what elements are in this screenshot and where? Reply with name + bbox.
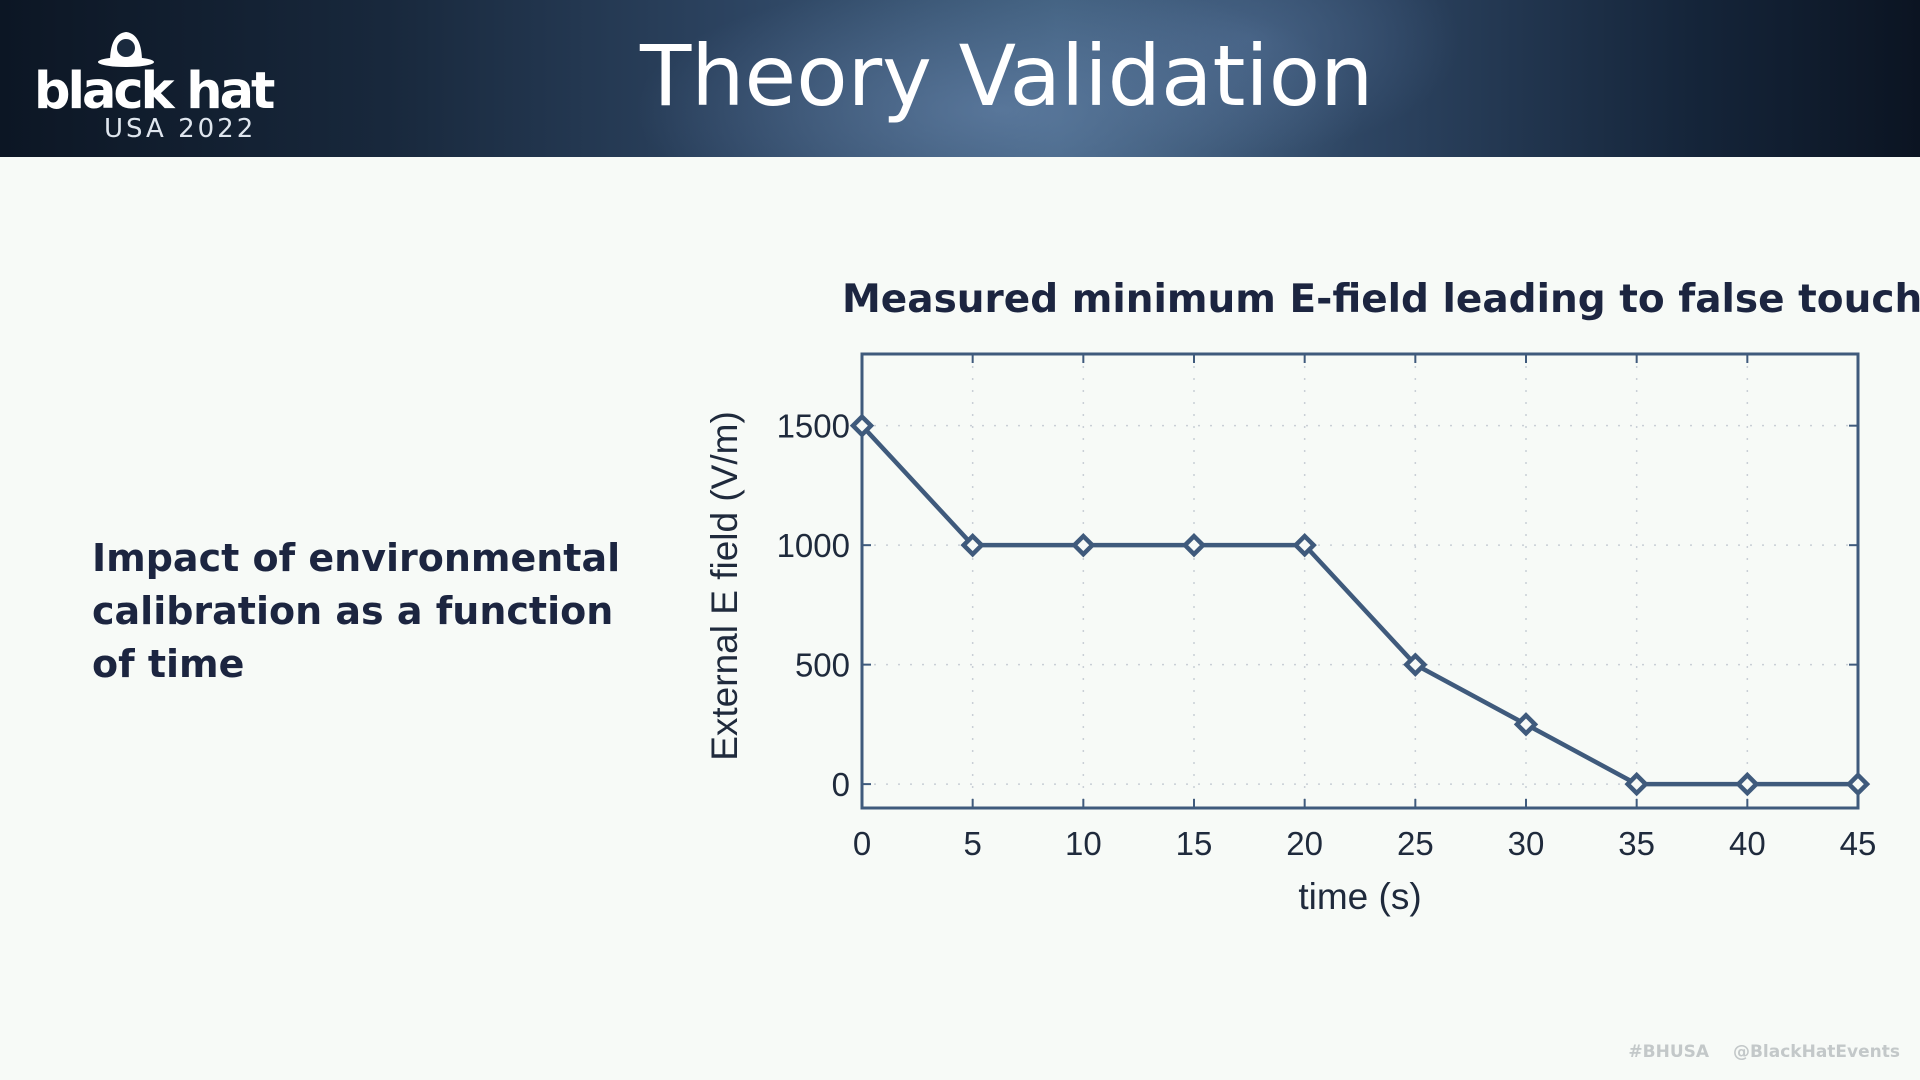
hat-icon (98, 32, 154, 67)
data-point-marker (1513, 712, 1539, 737)
logo-wordmark: black hat (34, 62, 275, 121)
x-tick-label: 35 (1618, 825, 1655, 862)
chart-title: Measured minimum E-field leading to fals… (842, 277, 1920, 322)
y-tick-label: 1500 (777, 408, 850, 445)
x-tick-label: 10 (1065, 825, 1102, 862)
y-tick-label: 500 (795, 647, 850, 684)
y-axis-label: External E field (V/m) (704, 411, 745, 761)
x-tick-label: 20 (1286, 825, 1323, 862)
slide-footer: #BHUSA @BlackHatEvents (1610, 1042, 1900, 1062)
x-tick-label: 15 (1176, 825, 1213, 862)
data-point-marker (1624, 771, 1649, 797)
data-point-marker (1403, 652, 1428, 677)
x-tick-label: 40 (1729, 825, 1766, 862)
data-point-marker (1181, 532, 1207, 558)
data-point-marker (1292, 532, 1317, 558)
y-tick-label: 0 (832, 766, 850, 803)
plot-frame (860, 352, 1860, 810)
x-tick-label: 0 (853, 825, 871, 862)
x-tick-label: 25 (1397, 825, 1434, 862)
data-point-marker (1845, 771, 1871, 797)
data-point-marker (849, 413, 875, 438)
data-point-marker (1735, 771, 1760, 797)
slide-title: Theory Validation (640, 27, 1374, 125)
slide-body-text: Impact of environmental calibration as a… (92, 536, 621, 686)
blackhat-logo: black hat USA 2022 (34, 28, 309, 143)
data-point-marker (1071, 532, 1096, 558)
x-tick-label: 5 (963, 825, 981, 862)
slide-header: black hat USA 2022 Theory Validation (0, 0, 1920, 157)
footer-handle: @BlackHatEvents (1732, 1042, 1900, 1062)
x-tick-label: 45 (1840, 825, 1877, 862)
logo-event: USA 2022 (104, 114, 257, 144)
x-axis-label: time (s) (1298, 876, 1421, 917)
x-tick-label: 30 (1508, 825, 1545, 862)
y-tick-label: 1000 (777, 527, 850, 564)
footer-hashtag: #BHUSA (1628, 1042, 1710, 1062)
series-line (860, 424, 1858, 787)
data-point-marker (960, 532, 985, 558)
